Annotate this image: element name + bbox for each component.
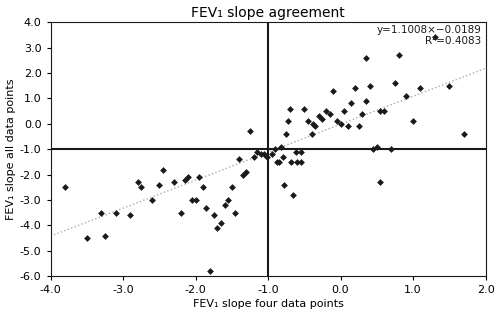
Point	[326, 111, 334, 116]
Point	[257, 152, 265, 157]
Point	[214, 226, 222, 231]
Point	[246, 129, 254, 134]
Point	[206, 269, 214, 274]
Point	[292, 149, 300, 154]
Point	[232, 210, 239, 215]
Point	[308, 131, 316, 136]
Point	[235, 157, 243, 162]
Point	[137, 185, 145, 190]
Point	[369, 147, 377, 152]
Point	[330, 88, 338, 93]
Point	[300, 106, 308, 111]
Point	[311, 124, 319, 129]
Point	[238, 172, 246, 177]
Point	[431, 35, 439, 40]
Point	[287, 159, 295, 164]
Point	[344, 124, 352, 129]
Text: y=1.1008×−0.0189
R²=0.4083: y=1.1008×−0.0189 R²=0.4083	[376, 25, 481, 46]
Point	[177, 210, 185, 215]
Point	[220, 203, 228, 208]
Point	[409, 119, 417, 124]
Point	[391, 81, 399, 86]
Point	[159, 167, 167, 172]
Point	[98, 210, 106, 215]
Point	[272, 159, 280, 164]
Point	[358, 111, 366, 116]
Point	[362, 98, 370, 103]
Point	[309, 121, 317, 126]
Point	[315, 114, 323, 119]
Point	[278, 154, 286, 159]
Point	[199, 185, 207, 190]
Point	[126, 213, 134, 218]
Point	[340, 109, 348, 114]
Point	[416, 86, 424, 91]
Point	[290, 192, 298, 198]
Point	[362, 55, 370, 60]
Point	[101, 233, 109, 238]
Point	[156, 182, 164, 187]
Point	[228, 185, 236, 190]
Point	[460, 131, 468, 136]
Point	[304, 119, 312, 124]
Point	[286, 106, 294, 111]
Point	[373, 144, 381, 149]
Point	[336, 121, 344, 126]
Point	[394, 53, 402, 58]
Point	[83, 236, 91, 241]
Point	[61, 185, 69, 190]
Point	[202, 205, 210, 210]
Point	[280, 182, 288, 187]
Point	[376, 109, 384, 114]
Point	[446, 83, 454, 88]
Point	[351, 86, 359, 91]
Point	[348, 101, 356, 106]
Point	[250, 154, 258, 159]
Point	[354, 124, 362, 129]
Point	[282, 131, 290, 136]
Point	[376, 180, 384, 185]
Point	[296, 159, 304, 164]
Point	[188, 198, 196, 203]
Point	[293, 159, 301, 164]
Point	[277, 144, 285, 149]
Point	[112, 210, 120, 215]
Point	[296, 149, 304, 154]
Point	[184, 175, 192, 180]
Point	[242, 169, 250, 175]
Point	[268, 152, 276, 157]
Point	[262, 154, 270, 159]
Point	[148, 198, 156, 203]
Y-axis label: FEV₁ slope all data points: FEV₁ slope all data points	[6, 78, 16, 220]
Point	[275, 159, 283, 164]
Title: FEV₁ slope agreement: FEV₁ slope agreement	[191, 6, 345, 20]
Point	[402, 93, 410, 98]
Point	[253, 149, 261, 154]
Point	[388, 147, 396, 152]
Point	[170, 180, 178, 185]
X-axis label: FEV₁ slope four data points: FEV₁ slope four data points	[192, 300, 344, 309]
Point	[366, 83, 374, 88]
Point	[195, 175, 203, 180]
Point	[260, 152, 268, 157]
Point	[217, 220, 225, 226]
Point	[224, 198, 232, 203]
Point	[272, 147, 280, 152]
Point	[380, 109, 388, 114]
Point	[210, 213, 218, 218]
Point	[322, 109, 330, 114]
Point	[284, 119, 292, 124]
Point	[318, 116, 326, 121]
Point	[192, 198, 200, 203]
Point	[134, 180, 141, 185]
Point	[180, 177, 188, 182]
Point	[333, 119, 341, 124]
